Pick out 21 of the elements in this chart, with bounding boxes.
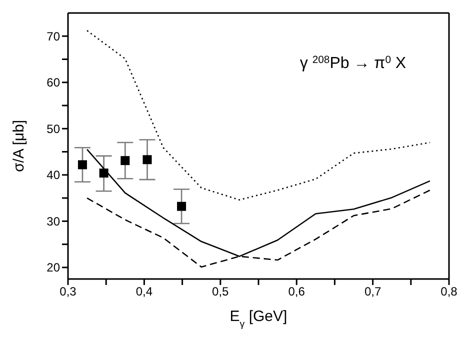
y-axis-title: σ/A [μb] (10, 120, 28, 172)
y-tick-label: 50 (46, 122, 60, 136)
x-tick-label: 0,8 (440, 284, 458, 299)
point (120, 156, 130, 166)
point (177, 202, 186, 211)
point (99, 168, 108, 178)
x-tick-label: 0,6 (288, 284, 306, 299)
y-tick-label: 70 (46, 29, 60, 44)
x-tick-label: 0,3 (60, 284, 77, 299)
y-tick-label: 60 (46, 76, 60, 90)
point (78, 160, 87, 170)
x-tick-label: 0,7 (364, 284, 382, 299)
y-tick-label: 20 (46, 260, 60, 275)
x-tick-label: 0,4 (136, 284, 153, 299)
x-tick-label: 0,5 (212, 284, 230, 299)
annotation: γ $^{208}$Pb → π$^{0}$ X (300, 54, 406, 72)
point (142, 155, 152, 164)
y-tick-label: 40 (46, 168, 60, 182)
line-series (86, 30, 431, 201)
y-tick-label: 30 (46, 214, 60, 228)
x-axis-title: E$_{γ}$ [GeV] (230, 308, 288, 330)
